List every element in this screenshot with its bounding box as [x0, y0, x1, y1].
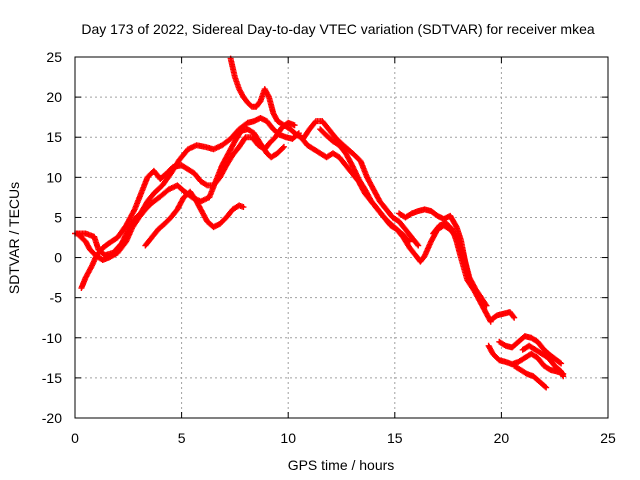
- grid-lines: [75, 57, 608, 418]
- data-point: [240, 204, 247, 211]
- y-axis-label: SDTVAR / TECUs: [6, 182, 22, 294]
- y-tick-label: 5: [54, 209, 62, 225]
- series-trace-d: [142, 188, 247, 249]
- y-tick-label: -20: [42, 410, 62, 426]
- axis-ticks: [74, 56, 609, 419]
- y-tick-label: 15: [46, 129, 62, 145]
- data-point: [414, 241, 421, 248]
- x-tick-label: 0: [71, 430, 79, 446]
- x-tick-label: 25: [600, 430, 616, 446]
- series-trace-e: [227, 55, 422, 249]
- series-trace-c: [78, 119, 298, 292]
- y-tick-label: -5: [50, 290, 63, 306]
- data-point: [406, 238, 413, 245]
- y-tick-label: 20: [46, 89, 62, 105]
- y-tick-labels: -20 -15 -10 -5 0 5 10 15 20 25: [42, 49, 62, 426]
- x-tick-label: 5: [178, 430, 186, 446]
- x-axis-label: GPS time / hours: [288, 457, 395, 473]
- data-point: [477, 293, 484, 300]
- y-tick-label: 10: [46, 169, 62, 185]
- data-point: [510, 313, 517, 320]
- data-point: [511, 314, 518, 321]
- data-marks: [72, 55, 567, 391]
- chart-title: Day 173 of 2022, Sidereal Day-to-day VTE…: [81, 21, 594, 37]
- y-tick-label: 25: [46, 49, 62, 65]
- data-point: [279, 144, 286, 151]
- series-trace-g: [317, 126, 413, 245]
- x-tick-label: 15: [387, 430, 403, 446]
- data-point: [291, 122, 298, 129]
- data-point: [542, 383, 549, 390]
- series-trace-j: [487, 309, 518, 324]
- data-point: [280, 143, 287, 150]
- series-trace-i: [430, 220, 484, 300]
- data-point: [557, 359, 564, 366]
- series-trace-n: [519, 342, 567, 380]
- data-point: [415, 242, 422, 249]
- series-trace-k: [496, 333, 565, 367]
- data-point: [476, 291, 483, 298]
- x-tick-label: 20: [494, 430, 510, 446]
- data-point: [560, 373, 567, 380]
- y-tick-label: 0: [54, 250, 62, 266]
- x-tick-label: 10: [280, 430, 296, 446]
- y-tick-label: -15: [42, 370, 62, 386]
- plot-frame: [74, 56, 609, 419]
- data-point: [543, 384, 550, 391]
- y-tick-label: -10: [42, 330, 62, 346]
- data-point: [202, 181, 209, 188]
- data-point: [405, 237, 412, 244]
- data-point: [558, 360, 565, 367]
- series-trace-m: [511, 362, 550, 391]
- x-tick-labels: 0 5 10 15 20 25: [71, 430, 616, 446]
